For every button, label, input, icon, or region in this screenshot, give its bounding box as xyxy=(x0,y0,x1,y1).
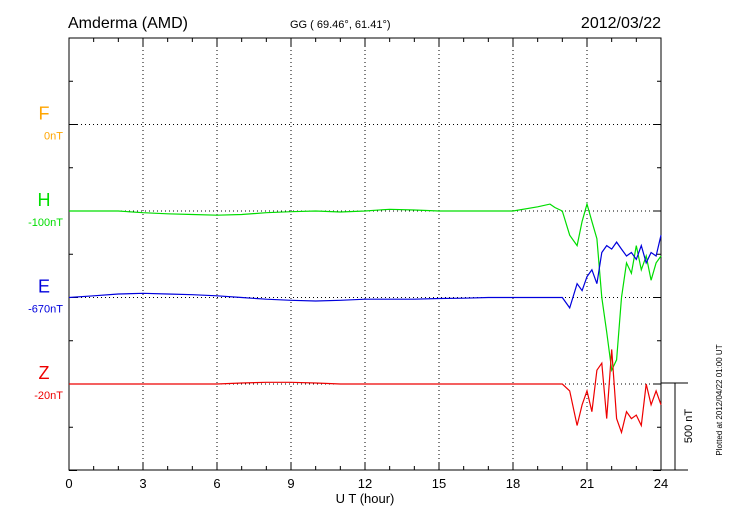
series-baseline-e: -670nT xyxy=(28,304,63,316)
coordinates-label: GG ( 69.46°, 61.41°) xyxy=(290,19,391,31)
x-tick-label: 12 xyxy=(358,476,372,491)
x-tick-label: 15 xyxy=(432,476,446,491)
minor-ticks xyxy=(68,37,662,471)
series-label-e: E xyxy=(38,277,50,297)
series-line-e xyxy=(68,235,662,310)
x-tick-label: 24 xyxy=(654,476,668,491)
series-baseline-h: -100nT xyxy=(28,217,63,229)
scale-bar-label: 500 nT xyxy=(683,409,695,444)
station-title: Amderma (AMD) xyxy=(68,15,188,32)
x-tick-label: 6 xyxy=(213,476,220,491)
plotted-timestamp: Plotted at 2012/04/22 01:00 UT xyxy=(715,344,724,455)
x-tick-labels: 0 3 6 9 12 15 18 21 24 xyxy=(65,476,668,491)
x-tick-label: 18 xyxy=(506,476,520,491)
x-tick-label: 0 xyxy=(65,476,72,491)
series-line-z xyxy=(69,349,662,435)
scale-bar: 500 nT xyxy=(661,382,695,471)
date-title: 2012/03/22 xyxy=(581,15,661,32)
series-label-h: H xyxy=(38,190,51,210)
x-tick-label: 3 xyxy=(139,476,146,491)
series-label-z: Z xyxy=(39,363,50,383)
x-axis-title: U T (hour) xyxy=(336,491,395,506)
series-baseline-f: 0nT xyxy=(44,131,63,143)
x-tick-label: 21 xyxy=(580,476,594,491)
series-labels: F 0nT H -100nT E -670nT Z -20nT xyxy=(28,104,63,403)
series-label-f: F xyxy=(39,104,50,124)
x-tick-label: 9 xyxy=(287,476,294,491)
series-line-h xyxy=(69,201,662,373)
series-baseline-z: -20nT xyxy=(34,390,63,402)
series-lines xyxy=(68,201,662,435)
